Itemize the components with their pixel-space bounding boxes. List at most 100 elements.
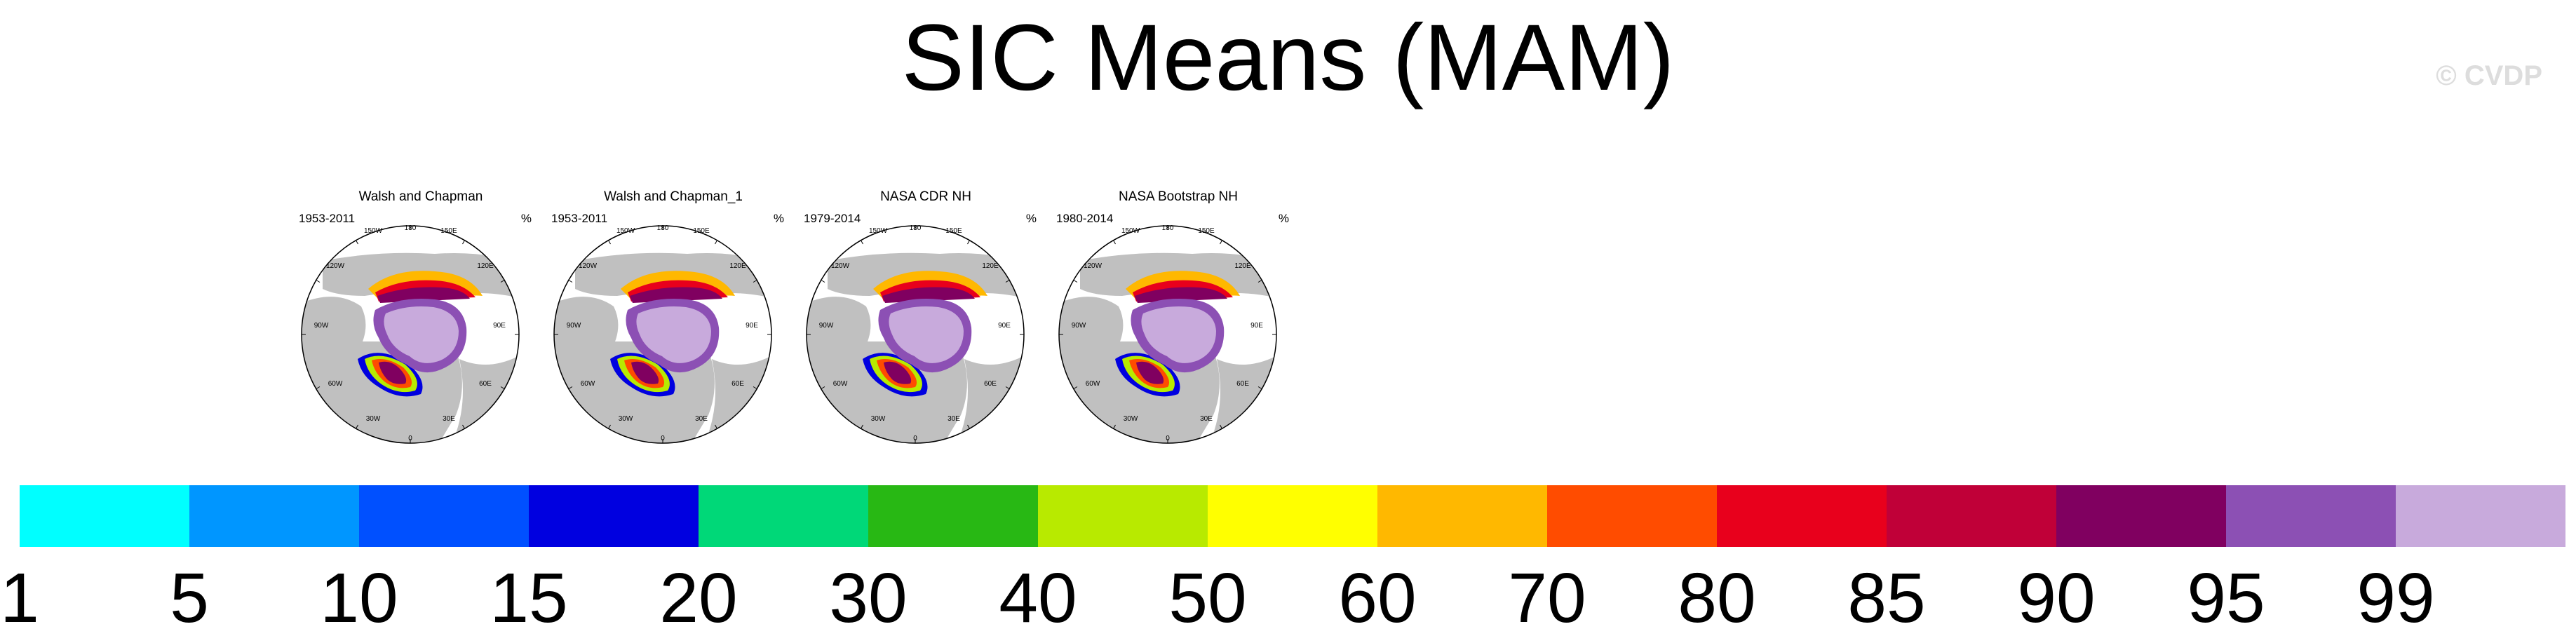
map-longitude-label: 60E [984,380,997,388]
polar-map: 180 150W 150E 120W 120E 90W 90E 60W 60E 30W 30E 0 [553,224,772,444]
colorbar-tick-label: 80 [1678,559,1756,637]
map-longitude-label: 60E [731,380,744,388]
polar-map: 180 150W 150E 120W 120E 90W 90E 60W 60E 30W 30E 0 [1058,224,1277,444]
map-longitude-label: 150E [440,227,457,235]
map-longitude-label: 150W [364,227,383,235]
colorbar-swatch [2226,485,2396,547]
colorbar-tick-label: 95 [2187,559,2265,637]
panel-period: 1979-2014 [804,212,861,225]
colorbar-swatch [699,485,868,547]
map-longitude-label: 30E [1200,415,1213,423]
map-longitude-label: 180 [1162,224,1174,232]
colorbar-swatch [20,485,189,547]
colorbar-swatch [359,485,529,547]
colorbar-tick-label: 85 [1847,559,1926,637]
map-longitude-label: 180 [910,224,922,232]
map-longitude-label: 60W [328,380,343,388]
colorbar-tick-label: 40 [999,559,1077,637]
map-longitude-label: 90W [567,322,581,330]
panel-unit: % [1025,212,1037,225]
map-longitude-label: 180 [405,224,417,232]
map-panel-nasa-cdr: 180 150W 150E 120W 120E 90W 90E 60W 60E 30W 30E 0 N… [800,184,1052,450]
panel-period: 1953-2011 [551,212,608,225]
map-longitude-label: 90W [314,322,329,330]
colorbar-swatch [189,485,359,547]
colorbar-tick-label: 15 [490,559,568,637]
panel-unit: % [1278,212,1289,225]
map-longitude-label: 30W [619,415,633,423]
map-longitude-label: 0 [661,435,665,442]
map-longitude-label: 150W [869,227,888,235]
map-longitude-label: 120W [579,262,598,270]
map-longitude-label: 150W [1121,227,1140,235]
map-longitude-label: 30E [695,415,708,423]
panel-title: Walsh and Chapman_1 [604,189,743,204]
map-longitude-label: 120E [1234,262,1251,270]
colorbar-tick-label: 5 [170,559,209,637]
map-longitude-label: 120E [477,262,494,270]
map-longitude-label: 60W [581,380,595,388]
colorbar-swatch [2396,485,2565,547]
map-longitude-label: 30W [871,415,886,423]
map-longitude-label: 120E [729,262,746,270]
map-longitude-label: 150E [945,227,962,235]
map-longitude-label: 0 [408,435,412,442]
map-longitude-label: 30W [1124,415,1138,423]
map-longitude-label: 60E [1236,380,1249,388]
map-longitude-label: 90W [1072,322,1086,330]
colorbar-swatch [529,485,699,547]
copyright-watermark: © CVDP [2436,60,2542,91]
map-longitude-label: 60W [833,380,848,388]
colorbar-swatch [1887,485,2056,547]
map-longitude-label: 120E [982,262,999,270]
colorbar-tick-label: 10 [320,559,398,637]
map-longitude-label: 90E [493,322,506,330]
panel-title: Walsh and Chapman [358,189,483,204]
map-longitude-label: 0 [1166,435,1170,442]
panel-period: 1953-2011 [299,212,356,225]
colorbar-swatch [1717,485,1887,547]
panel-title: NASA CDR NH [880,189,971,204]
map-longitude-label: 150W [616,227,635,235]
panel-unit: % [773,212,784,225]
map-longitude-label: 30W [366,415,381,423]
colorbar [20,485,2565,547]
polar-map: 180 150W 150E 120W 120E 90W 90E 60W 60E 30W 30E 0 [806,224,1025,444]
map-longitude-label: 30E [443,415,455,423]
colorbar-tick-label: 60 [1338,559,1417,637]
map-longitude-label: 90W [819,322,834,330]
map-longitude-label: 120W [1084,262,1102,270]
colorbar-swatch [1377,485,1547,547]
map-longitude-label: 90E [998,322,1011,330]
colorbar-tick-label: 1 [0,559,39,637]
colorbar-swatch [868,485,1038,547]
map-panel-walsh-chapman-1: 180 150W 150E 120W 120E 90W 90E 60W 60E 30W 30E 0 W… [547,184,800,450]
map-panel-nasa-bootstrap: 180 150W 150E 120W 120E 90W 90E 60W 60E 30W 30E 0 N… [1052,184,1304,450]
colorbar-tick-label: 99 [2356,559,2435,637]
map-longitude-label: 60E [479,380,492,388]
map-longitude-label: 30E [948,415,960,423]
colorbar-tick-label: 90 [2017,559,2096,637]
colorbar-tick-label: 30 [829,559,908,637]
map-longitude-label: 90E [746,322,758,330]
panel-title: NASA Bootstrap NH [1118,189,1239,204]
colorbar-tick-label: 70 [1508,559,1586,637]
map-longitude-label: 120W [831,262,850,270]
polar-map: 180 150W 150E 120W 120E 90W 90E 60W 60E 30W 30E 0 [301,224,520,444]
colorbar-swatch [1208,485,1377,547]
colorbar-tick-label: 20 [659,559,738,637]
panel-period: 1980-2014 [1056,212,1114,225]
figure-title: SIC Means (MAM) [901,6,1675,110]
map-longitude-label: 0 [913,435,917,442]
map-longitude-label: 90E [1250,322,1263,330]
map-longitude-label: 150E [693,227,710,235]
map-longitude-label: 180 [657,224,669,232]
panel-unit: % [520,212,532,225]
map-longitude-label: 150E [1198,227,1215,235]
map-panel-walsh-chapman: 180 150W 150E 120W 120E 90W 90E 60W 60E 30W 30E 0 W… [295,184,547,450]
map-longitude-label: 120W [326,262,345,270]
map-longitude-label: 60W [1086,380,1100,388]
colorbar-tick-label: 50 [1168,559,1247,637]
colorbar-swatch [1038,485,1208,547]
colorbar-swatch [1547,485,1717,547]
